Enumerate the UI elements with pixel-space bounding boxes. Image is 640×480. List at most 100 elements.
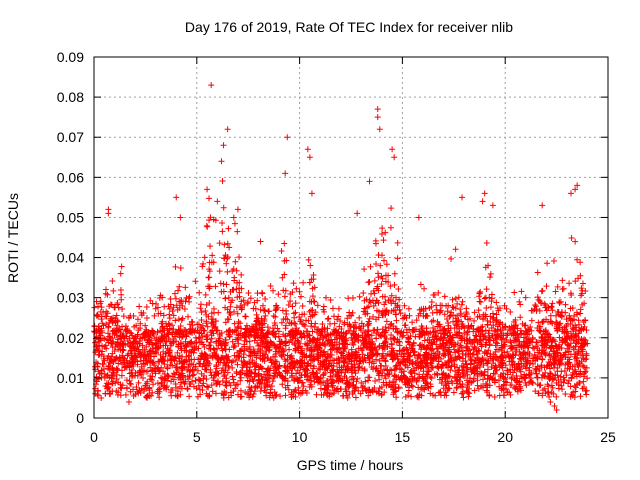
data-point (522, 294, 529, 301)
data-point (289, 303, 296, 310)
data-point (430, 338, 437, 345)
data-point (292, 321, 299, 328)
data-point (446, 359, 453, 366)
data-point (170, 376, 177, 383)
data-point (244, 367, 251, 374)
data-point (317, 330, 324, 337)
data-point (141, 330, 148, 337)
data-point (547, 312, 554, 319)
data-point (471, 387, 478, 394)
data-point (177, 214, 184, 221)
data-point (542, 390, 549, 397)
data-point (420, 368, 427, 375)
data-point (430, 364, 437, 371)
data-point (576, 359, 583, 366)
data-point (553, 406, 560, 413)
data-point (125, 398, 132, 405)
data-point (298, 293, 305, 300)
data-point (382, 375, 389, 382)
data-point (230, 214, 237, 221)
data-point (539, 287, 546, 294)
data-point (377, 262, 384, 269)
data-point (463, 305, 470, 312)
data-point (538, 342, 545, 349)
data-point (549, 376, 556, 383)
data-point (327, 373, 334, 380)
data-point (414, 354, 421, 361)
data-point (321, 385, 328, 392)
data-point (450, 389, 457, 396)
data-point (308, 383, 315, 390)
y-tick-label: 0.09 (57, 49, 84, 65)
y-tick-label: 0.01 (57, 370, 84, 386)
data-point (104, 383, 111, 390)
data-point (182, 342, 189, 349)
data-point (450, 312, 457, 319)
data-point (336, 357, 343, 364)
data-point (372, 237, 379, 244)
data-point (509, 344, 516, 351)
data-point (327, 339, 334, 346)
data-point (280, 331, 287, 338)
data-point (327, 346, 334, 353)
data-point (106, 303, 113, 310)
data-point (354, 210, 361, 217)
data-point (461, 330, 468, 337)
data-point (515, 334, 522, 341)
data-point (143, 394, 150, 401)
data-point (487, 319, 494, 326)
data-point (486, 376, 493, 383)
data-point (345, 349, 352, 356)
data-point (382, 339, 389, 346)
data-point (534, 294, 541, 301)
data-point (452, 331, 459, 338)
data-point (315, 365, 322, 372)
data-point (500, 382, 507, 389)
data-point (118, 372, 125, 379)
data-point (466, 336, 473, 343)
data-point (267, 365, 274, 372)
data-point (402, 358, 409, 365)
data-point (511, 289, 518, 296)
data-point (431, 291, 438, 298)
data-point (564, 345, 571, 352)
data-point (198, 325, 205, 332)
data-point (519, 354, 526, 361)
x-tick-label: 0 (90, 429, 98, 445)
data-point (504, 330, 511, 337)
data-point (475, 307, 482, 314)
data-point (238, 393, 245, 400)
data-point (383, 308, 390, 315)
data-point (479, 198, 486, 205)
data-point (317, 336, 324, 343)
data-point (177, 391, 184, 398)
data-point (195, 356, 202, 363)
data-point (159, 328, 166, 335)
data-point (459, 333, 466, 340)
data-point (375, 390, 382, 397)
data-point (441, 293, 448, 300)
data-point (211, 324, 218, 331)
y-tick-label: 0.06 (57, 169, 84, 185)
data-point (109, 319, 116, 326)
data-point (437, 307, 444, 314)
data-point (172, 354, 179, 361)
data-point (476, 290, 483, 297)
data-point (313, 329, 320, 336)
data-point (224, 240, 231, 247)
data-point (128, 347, 135, 354)
data-point (330, 368, 337, 375)
data-point (288, 370, 295, 377)
data-point (485, 347, 492, 354)
data-point (538, 300, 545, 307)
data-point (215, 342, 222, 349)
data-point (534, 269, 541, 276)
data-point (373, 260, 380, 267)
data-point (512, 316, 519, 323)
data-point (225, 353, 232, 360)
data-point (269, 378, 276, 385)
data-point (462, 352, 469, 359)
data-point (272, 313, 279, 320)
data-point (372, 378, 379, 385)
data-point (567, 305, 574, 312)
